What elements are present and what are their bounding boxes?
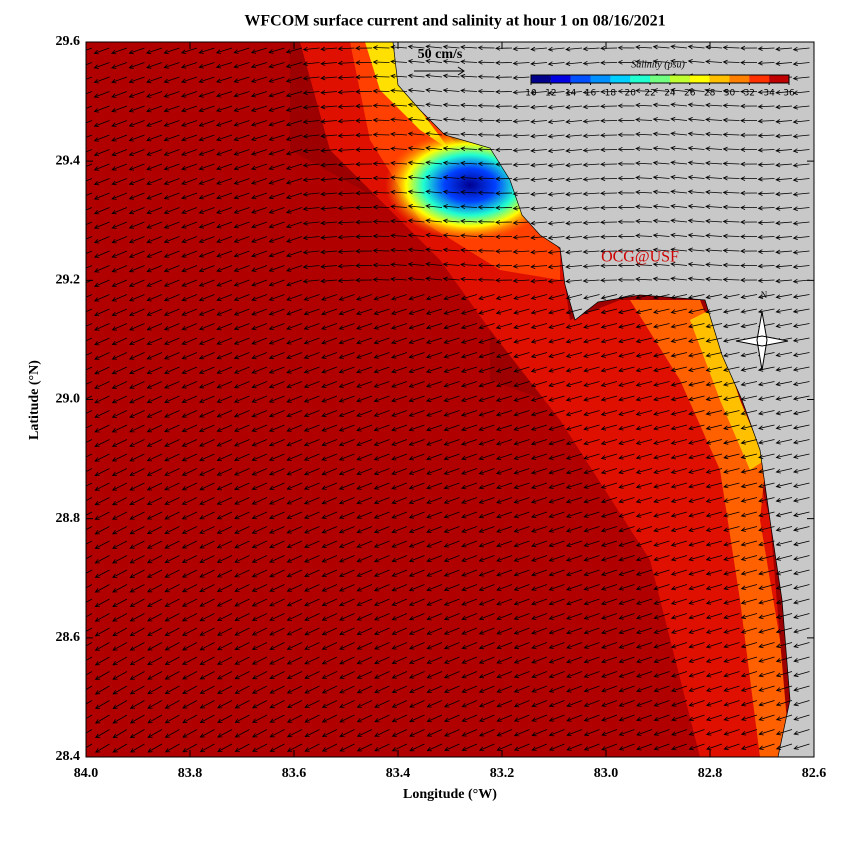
- colorbar-tick-label: 12: [545, 89, 556, 99]
- colorbar-swatch: [650, 75, 670, 83]
- colorbar-tick-label: 24: [664, 89, 676, 99]
- colorbar-swatch: [531, 75, 551, 83]
- x-tick-label: 83.8: [178, 766, 203, 781]
- current-vectors: [86, 44, 810, 753]
- x-tick-label: 83.0: [594, 766, 619, 781]
- colorbar: 10 12 14 16 18 20 22 24 26 28 30 32 34 36: [525, 74, 795, 99]
- colorbar-tick-label: 10: [525, 89, 537, 99]
- colorbar-swatch: [570, 75, 591, 83]
- colorbar-tick-label: 22: [644, 89, 655, 99]
- x-tick-label: 82.6: [802, 766, 827, 781]
- colorbar-swatch: [709, 75, 730, 83]
- y-tick-label: 29.6: [56, 34, 81, 49]
- sea-field: [690, 310, 765, 470]
- colorbar-swatch: [550, 75, 571, 83]
- y-tick-label: 29.4: [56, 153, 81, 168]
- sea-field: [630, 300, 790, 757]
- y-tick-label: 28.6: [56, 630, 81, 645]
- colorbar-tick-label: 34: [763, 89, 775, 99]
- colorbar-title: Salinity (psu): [631, 59, 685, 70]
- colorbar-swatch: [689, 75, 710, 83]
- colorbar-swatch: [610, 75, 631, 83]
- y-axis-label: Latitude (°N): [27, 360, 42, 440]
- x-tick-label: 83.2: [490, 766, 515, 781]
- x-tick-label: 83.4: [386, 766, 411, 781]
- colorbar-swatch: [749, 75, 770, 83]
- map-area: [86, 42, 814, 757]
- sea-field: [86, 42, 760, 757]
- colorbar-tick-label: 32: [744, 89, 755, 99]
- y-tick-label: 29.0: [56, 392, 81, 407]
- colorbar-tick-label: 36: [783, 89, 795, 99]
- y-tick-label: 28.8: [56, 511, 81, 526]
- scale-arrow: [414, 66, 465, 76]
- watermark: OCG@USF: [601, 249, 679, 266]
- colorbar-tick-label: 26: [684, 89, 696, 99]
- x-axis-label: Longitude (°W): [403, 787, 497, 802]
- colorbar-swatch: [729, 75, 750, 83]
- colorbar-swatch: [590, 75, 611, 83]
- colorbar-tick-label: 28: [704, 89, 716, 99]
- compass: [735, 311, 789, 371]
- colorbar-swatch: [669, 75, 690, 83]
- north-label: N: [761, 290, 768, 300]
- x-tick-label: 82.8: [698, 766, 723, 781]
- colorbar-tick-label: 20: [625, 89, 637, 99]
- x-tick-label: 84.0: [74, 766, 99, 781]
- colorbar-tick-label: 16: [585, 89, 597, 99]
- title: WFCOM surface current and salinity at ho…: [244, 13, 665, 30]
- y-tick-label: 29.2: [56, 273, 81, 288]
- colorbar-frame: [530, 74, 790, 84]
- colorbar-tick-label: 30: [724, 89, 736, 99]
- colorbar-swatch: [769, 75, 789, 83]
- colorbar-tick-label: 18: [605, 89, 617, 99]
- north-arrow: N: [735, 290, 789, 371]
- colorbar-swatch: [630, 75, 651, 83]
- colorbar-tick-label: 14: [565, 89, 577, 99]
- y-tick-label: 28.4: [56, 749, 81, 764]
- scale-label: 50 cm/s: [418, 47, 463, 62]
- x-tick-label: 83.6: [282, 766, 307, 781]
